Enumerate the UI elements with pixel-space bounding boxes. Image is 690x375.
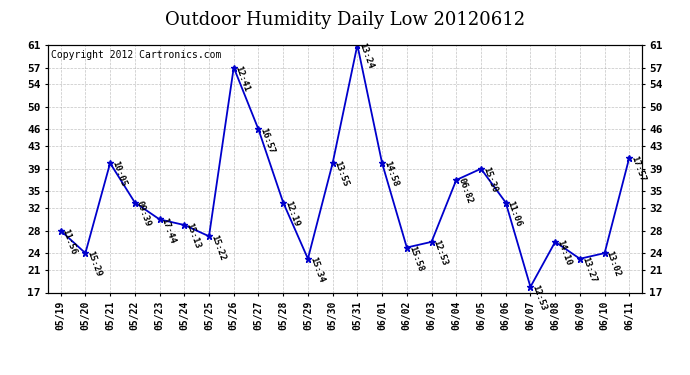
- Text: 15:34: 15:34: [308, 256, 326, 284]
- Text: 15:58: 15:58: [407, 244, 424, 273]
- Text: 13:27: 13:27: [580, 256, 598, 284]
- Text: 13:55: 13:55: [333, 160, 351, 188]
- Text: 12:53: 12:53: [531, 284, 548, 312]
- Text: 14:58: 14:58: [382, 160, 400, 188]
- Text: 10:05: 10:05: [110, 160, 128, 188]
- Text: 13:24: 13:24: [357, 42, 375, 70]
- Text: 06:82: 06:82: [456, 177, 474, 205]
- Text: 17:57: 17:57: [629, 154, 647, 183]
- Text: 09:39: 09:39: [135, 200, 152, 228]
- Text: 15:29: 15:29: [86, 250, 103, 278]
- Text: Copyright 2012 Cartronics.com: Copyright 2012 Cartronics.com: [51, 50, 221, 60]
- Text: 12:53: 12:53: [431, 239, 449, 267]
- Text: 17:44: 17:44: [159, 216, 177, 244]
- Text: Outdoor Humidity Daily Low 20120612: Outdoor Humidity Daily Low 20120612: [165, 11, 525, 29]
- Text: 12:41: 12:41: [234, 64, 251, 93]
- Text: 13:02: 13:02: [604, 250, 622, 278]
- Text: 16:57: 16:57: [259, 126, 276, 154]
- Text: 15:30: 15:30: [481, 166, 499, 194]
- Text: 15:13: 15:13: [184, 222, 202, 250]
- Text: 14:10: 14:10: [555, 239, 573, 267]
- Text: 11:56: 11:56: [61, 228, 78, 256]
- Text: 11:06: 11:06: [506, 200, 523, 228]
- Text: 15:22: 15:22: [209, 233, 226, 261]
- Text: 12:19: 12:19: [283, 200, 301, 228]
